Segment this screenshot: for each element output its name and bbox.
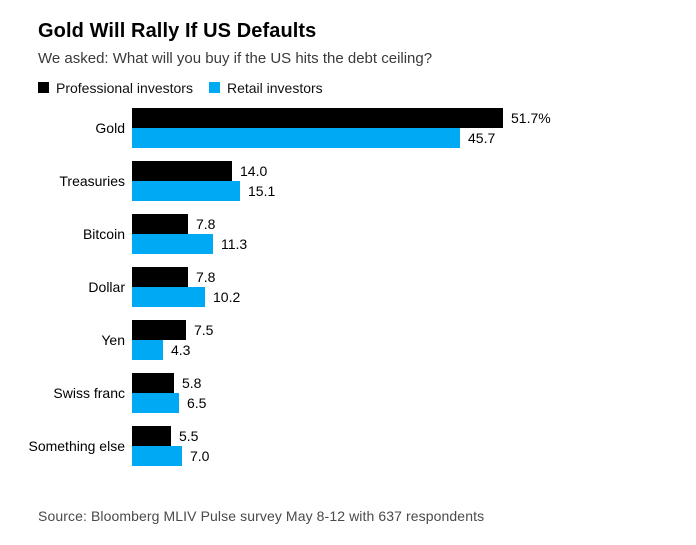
bar-group-something-else: Something else 5.5 7.0	[0, 425, 676, 466]
legend-swatch-professional-icon	[38, 82, 49, 94]
bar-retail-investors-bitcoin	[132, 233, 213, 254]
bar-retail-investors-yen	[132, 339, 163, 360]
bar-pair: 7.8 10.2	[132, 266, 676, 307]
bar-retail-investors-gold	[132, 127, 460, 148]
chart-subtitle: We asked: What will you buy if the US hi…	[38, 50, 433, 67]
bar-row: 11.3	[132, 233, 676, 254]
bar-pair: 7.8 11.3	[132, 213, 676, 254]
bar-professional-investors-yen	[132, 319, 186, 340]
value-label: 7.0	[190, 447, 210, 464]
value-label: 7.8	[196, 215, 216, 232]
category-label: Bitcoin	[82, 225, 125, 242]
bar-chart: Gold 51.7% 45.7 Treasuries 14.0 15.1 Bitcoin 7.…	[0, 107, 676, 466]
value-label: 51.7%	[511, 109, 551, 126]
bar-group-bitcoin: Bitcoin 7.8 11.3	[0, 213, 676, 254]
value-label: 10.2	[213, 288, 241, 305]
value-label: 14.0	[240, 162, 268, 179]
legend-swatch-retail-icon	[208, 82, 220, 94]
value-label: 7.5	[194, 321, 214, 338]
bar-pair: 51.7% 45.7	[132, 107, 676, 148]
category-label: Gold	[95, 119, 125, 136]
value-label: 11.3	[221, 235, 248, 252]
bar-professional-investors-dollar	[132, 266, 188, 287]
value-label: 45.7	[468, 129, 496, 146]
category-label: Swiss franc	[53, 384, 125, 401]
legend-item-retail: Retail investors	[208, 79, 323, 96]
legend-label-professional: Professional investors	[56, 79, 193, 96]
bar-professional-investors-something-else	[132, 425, 171, 446]
value-label: 15.1	[248, 182, 276, 199]
bar-row: 45.7	[132, 127, 676, 148]
bar-row: 7.0	[132, 445, 676, 466]
bar-row: 4.3	[132, 339, 676, 360]
bar-professional-investors-bitcoin	[132, 213, 188, 234]
bar-professional-investors-swiss-franc	[132, 372, 174, 393]
value-label: 6.5	[187, 394, 207, 411]
bar-row: 7.5	[132, 319, 676, 340]
bar-professional-investors-treasuries	[132, 160, 232, 181]
bar-pair: 5.8 6.5	[132, 372, 676, 413]
bar-pair: 5.5 7.0	[132, 425, 676, 466]
category-label: Something else	[28, 437, 125, 454]
legend: Professional investors Retail investors	[38, 80, 676, 96]
chart-title: Gold Will Rally If US Defaults	[38, 20, 317, 42]
bar-row: 7.8	[132, 266, 676, 287]
bar-retail-investors-swiss-franc	[132, 392, 179, 413]
bar-row: 5.8	[132, 372, 676, 393]
category-label: Treasuries	[59, 172, 125, 189]
bar-row: 15.1	[132, 180, 676, 201]
bar-pair: 14.0 15.1	[132, 160, 676, 201]
value-label: 5.5	[179, 427, 199, 444]
bar-group-dollar: Dollar 7.8 10.2	[0, 266, 676, 307]
bar-retail-investors-treasuries	[132, 180, 240, 201]
bar-row: 6.5	[132, 392, 676, 413]
bar-group-swiss-franc: Swiss franc 5.8 6.5	[0, 372, 676, 413]
bar-row: 5.5	[132, 425, 676, 446]
legend-item-professional: Professional investors	[38, 80, 193, 96]
bar-group-treasuries: Treasuries 14.0 15.1	[0, 160, 676, 201]
value-label: 4.3	[171, 341, 191, 358]
bar-row: 51.7%	[132, 107, 676, 128]
legend-label-retail: Retail investors	[226, 79, 323, 96]
source-note: Source: Bloomberg MLIV Pulse survey May …	[38, 508, 485, 524]
bar-row: 10.2	[132, 286, 676, 307]
category-label: Dollar	[88, 278, 125, 295]
bar-retail-investors-something-else	[132, 445, 182, 466]
bar-row: 14.0	[132, 160, 676, 181]
bar-row: 7.8	[132, 213, 676, 234]
bar-professional-investors-gold	[132, 107, 503, 128]
bar-pair: 7.5 4.3	[132, 319, 676, 360]
value-label: 7.8	[196, 268, 216, 285]
bar-group-yen: Yen 7.5 4.3	[0, 319, 676, 360]
value-label: 5.8	[182, 374, 202, 391]
category-label: Yen	[101, 331, 125, 348]
bar-retail-investors-dollar	[132, 286, 205, 307]
bar-group-gold: Gold 51.7% 45.7	[0, 107, 676, 148]
